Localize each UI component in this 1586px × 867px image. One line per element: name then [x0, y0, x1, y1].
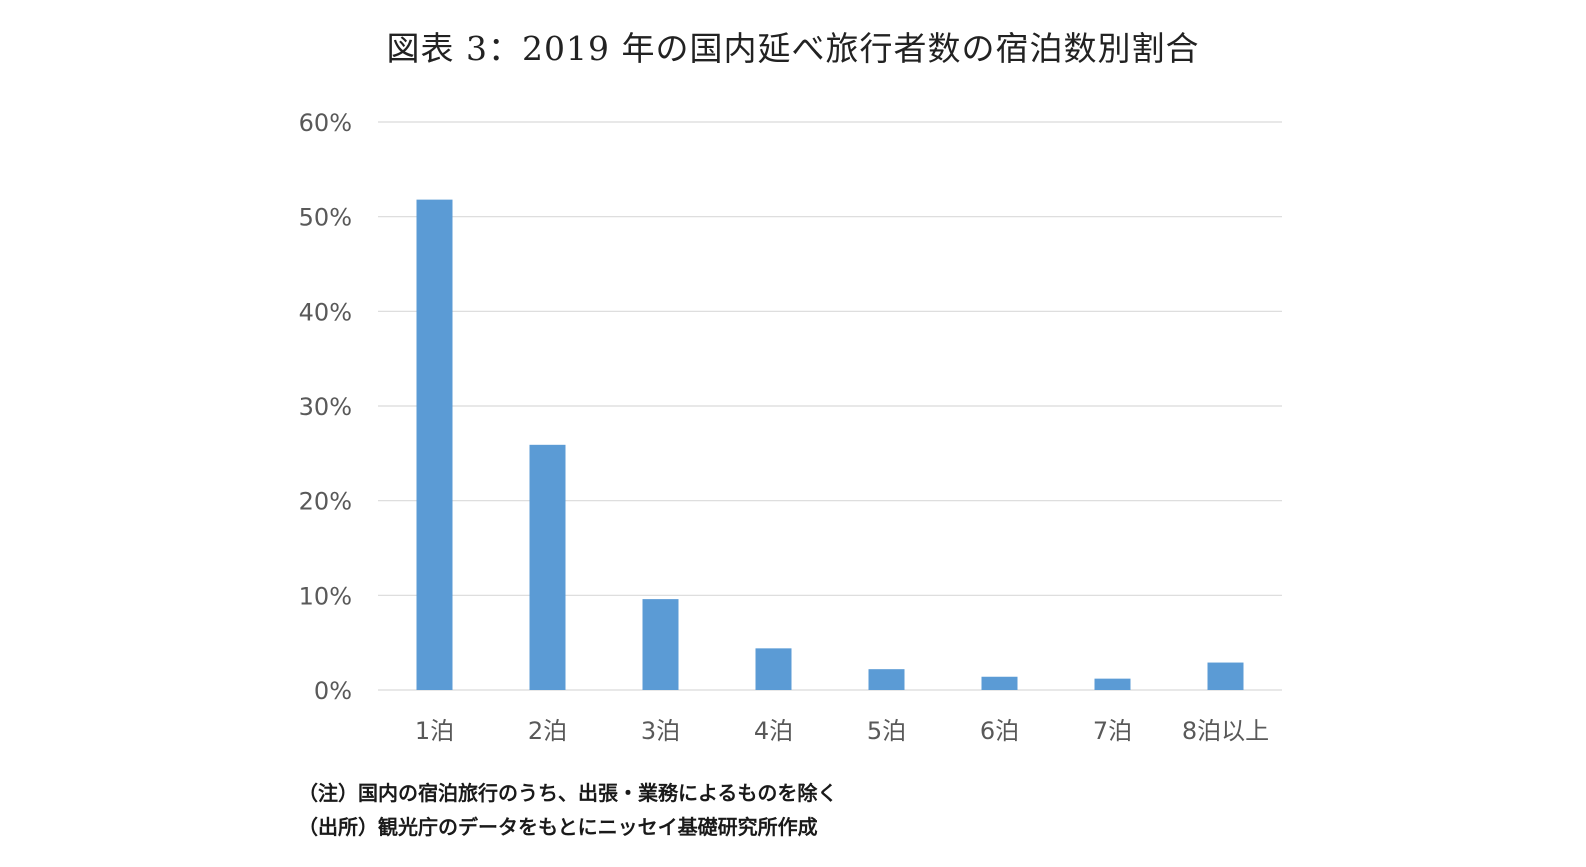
x-tick-label: 8泊以上: [1182, 717, 1269, 745]
bar: [1207, 662, 1244, 690]
y-tick-label: 40%: [299, 298, 352, 326]
bar: [529, 444, 566, 690]
y-tick-label: 10%: [299, 582, 352, 610]
x-tick-label: 2泊: [528, 717, 567, 745]
bar: [755, 648, 792, 690]
chart-title: 図表 3：2019 年の国内延べ旅行者数の宿泊数別割合: [386, 29, 1200, 68]
x-tick-label: 3泊: [641, 717, 680, 745]
bar: [642, 599, 679, 690]
x-tick-label: 5泊: [867, 717, 906, 745]
y-tick-label: 50%: [299, 204, 352, 232]
y-tick-label: 30%: [299, 393, 352, 421]
y-axis-ticks: 0% 10% 20% 30% 40% 50% 60%: [299, 109, 352, 705]
x-tick-label: 4泊: [754, 717, 793, 745]
x-tick-label: 1泊: [415, 717, 454, 745]
chart-note: （注）国内の宿泊旅行のうち、出張・業務によるものを除く: [298, 781, 838, 805]
x-tick-label: 7泊: [1093, 717, 1132, 745]
bar: [1094, 678, 1131, 690]
x-tick-label: 6泊: [980, 717, 1019, 745]
bar: [981, 676, 1018, 690]
gridlines: [378, 121, 1282, 691]
bar: [868, 669, 905, 690]
y-tick-label: 0%: [314, 677, 352, 705]
bars: [416, 199, 1244, 691]
y-tick-label: 60%: [299, 109, 352, 137]
x-axis-ticks: 1泊 2泊 3泊 4泊 5泊 6泊 7泊 8泊以上: [415, 717, 1269, 745]
y-tick-label: 20%: [299, 488, 352, 516]
chart-source: （出所）観光庁のデータをもとにニッセイ基礎研究所作成: [298, 815, 818, 839]
bar: [416, 199, 453, 691]
